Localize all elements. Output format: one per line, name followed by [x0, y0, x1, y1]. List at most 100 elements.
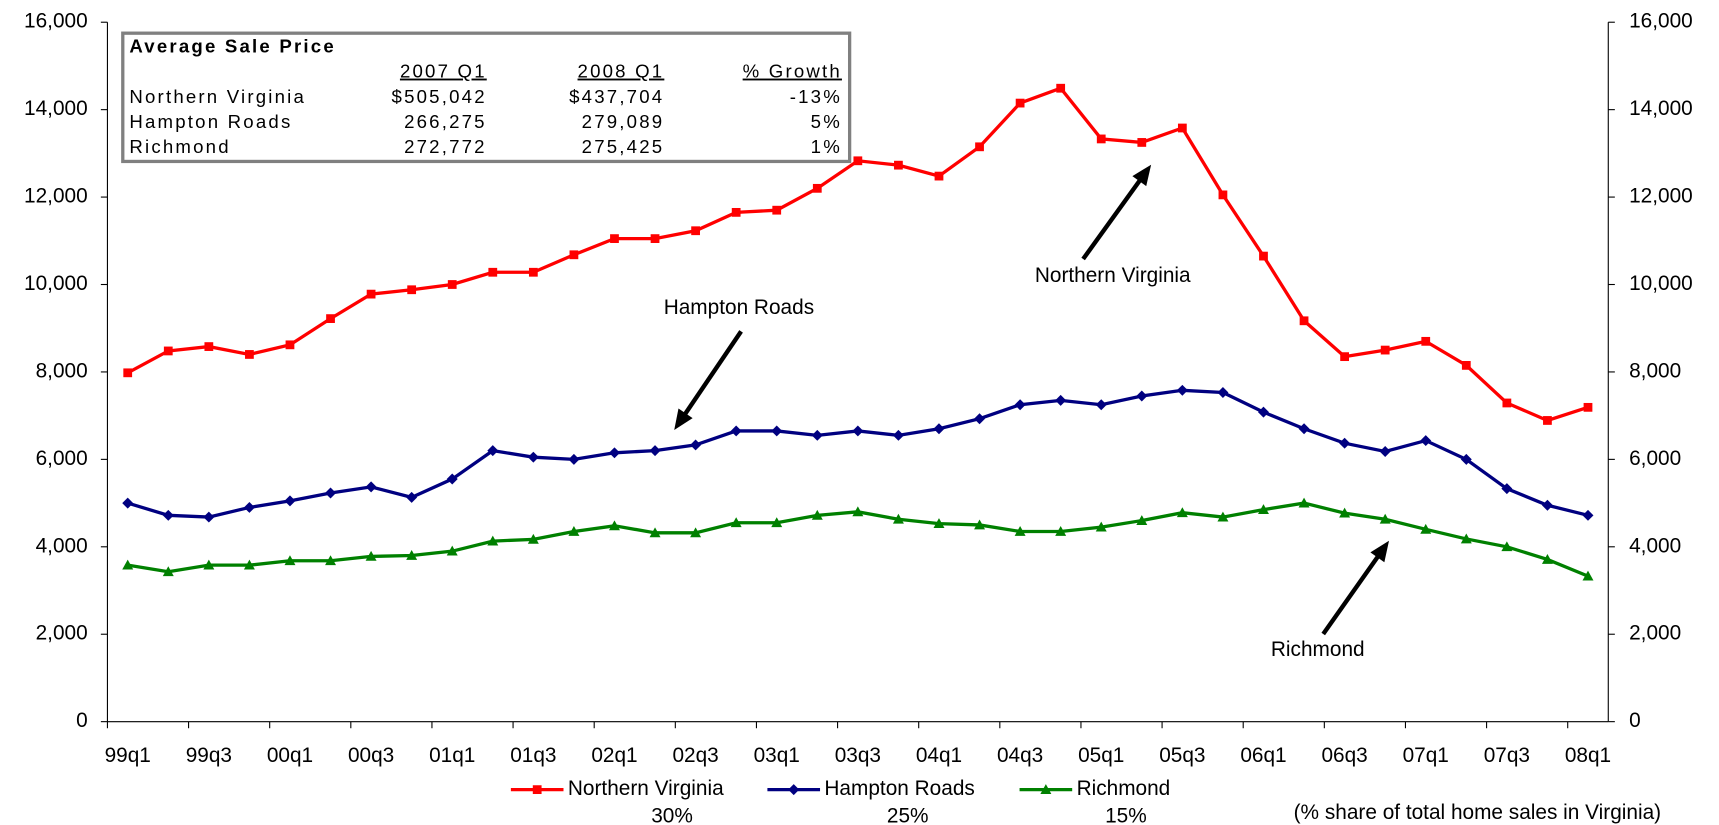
marker — [974, 519, 986, 530]
table-header: 2007 Q1 — [400, 61, 487, 82]
arrow-head — [1132, 164, 1152, 187]
x-tick-label: 02q1 — [591, 744, 637, 767]
marker — [892, 513, 904, 524]
annotation-arrow — [678, 330, 743, 423]
marker — [1582, 570, 1594, 581]
marker — [568, 526, 580, 536]
legend-label: Northern Virginia — [568, 777, 724, 800]
marker — [487, 445, 499, 457]
marker — [894, 160, 903, 170]
marker — [447, 280, 457, 289]
marker — [649, 527, 661, 538]
y2-tick-label: 14,000 — [1629, 97, 1693, 120]
marker — [852, 506, 864, 517]
marker — [527, 451, 539, 463]
marker — [569, 250, 579, 260]
annotation-arrow — [1321, 548, 1385, 636]
x-tick-label: 99q3 — [186, 744, 232, 767]
y-tick-label: 4,000 — [36, 534, 88, 557]
arrow-head — [1370, 540, 1390, 563]
table-box — [121, 31, 852, 164]
marker — [811, 509, 823, 520]
x-tick-label: 05q3 — [1159, 744, 1205, 767]
table-cell: Hampton Roads — [129, 111, 292, 132]
marker — [162, 566, 174, 577]
marker — [690, 439, 702, 451]
marker — [975, 142, 984, 152]
x-tick-label: 02q3 — [672, 744, 718, 767]
marker — [1056, 83, 1066, 93]
marker — [446, 545, 458, 556]
table-cell: 1% — [811, 136, 842, 157]
marker — [325, 555, 337, 566]
table-header: % Growth — [743, 61, 842, 82]
marker — [406, 550, 418, 560]
marker — [488, 267, 498, 277]
marker — [771, 517, 783, 528]
marker — [1259, 251, 1268, 261]
table-cell: Northern Virginia — [129, 86, 306, 107]
y-tick-label: 8,000 — [36, 359, 88, 382]
marker — [162, 509, 174, 521]
annotation-arrow — [1081, 172, 1147, 261]
table-cell: Richmond — [129, 136, 230, 157]
marker — [1541, 499, 1553, 511]
marker — [1339, 437, 1351, 449]
marker — [974, 413, 986, 425]
x-tick-label: 01q1 — [429, 744, 475, 767]
marker — [811, 429, 823, 441]
marker — [1420, 435, 1432, 447]
marker — [1096, 134, 1106, 144]
marker — [1421, 336, 1431, 346]
marker — [1258, 504, 1269, 515]
x-tick-label: 04q1 — [916, 744, 962, 767]
table-cell: 266,275 — [404, 111, 487, 132]
y2-tick-label: 4,000 — [1629, 534, 1681, 557]
marker — [1380, 345, 1390, 355]
x-tick-label: 00q1 — [267, 744, 313, 767]
table-cell: 275,425 — [582, 136, 665, 157]
marker — [608, 447, 620, 459]
marker — [933, 518, 945, 529]
marker — [1582, 509, 1594, 521]
legend-label: Hampton Roads — [824, 777, 974, 800]
marker — [406, 491, 418, 503]
marker — [487, 535, 499, 546]
y2-tick-label: 0 — [1629, 709, 1641, 732]
marker — [1501, 541, 1513, 552]
marker — [1583, 402, 1593, 412]
marker — [1543, 416, 1552, 425]
marker — [650, 234, 660, 243]
table-cell: 5% — [811, 111, 842, 132]
marker — [203, 559, 215, 570]
legend-share: 15% — [1105, 805, 1147, 825]
y2-tick-label: 8,000 — [1629, 359, 1681, 382]
marker — [852, 425, 864, 437]
y2-tick-label: 10,000 — [1629, 272, 1693, 295]
marker — [1502, 398, 1512, 408]
marker — [892, 429, 904, 441]
marker — [772, 205, 782, 215]
marker — [730, 425, 742, 437]
marker — [1136, 515, 1148, 525]
y-tick-label: 14,000 — [24, 97, 88, 120]
y2-tick-label: 2,000 — [1629, 622, 1681, 645]
marker — [365, 550, 377, 561]
marker — [326, 314, 335, 323]
table-cell: 272,772 — [404, 136, 487, 157]
y2-tick-label: 12,000 — [1629, 185, 1693, 208]
marker — [325, 487, 337, 499]
marker — [204, 342, 214, 351]
marker — [934, 171, 944, 181]
marker — [284, 495, 296, 507]
table-header: 2008 Q1 — [578, 61, 665, 82]
marker — [528, 267, 538, 277]
y2-tick-label: 16,000 — [1629, 10, 1693, 33]
x-tick-label: 03q1 — [754, 744, 800, 767]
marker — [366, 289, 376, 299]
marker — [1379, 513, 1391, 524]
marker — [285, 340, 295, 350]
x-tick-label: 07q1 — [1403, 744, 1449, 767]
x-tick-label: 05q1 — [1078, 744, 1124, 767]
marker — [610, 234, 619, 243]
